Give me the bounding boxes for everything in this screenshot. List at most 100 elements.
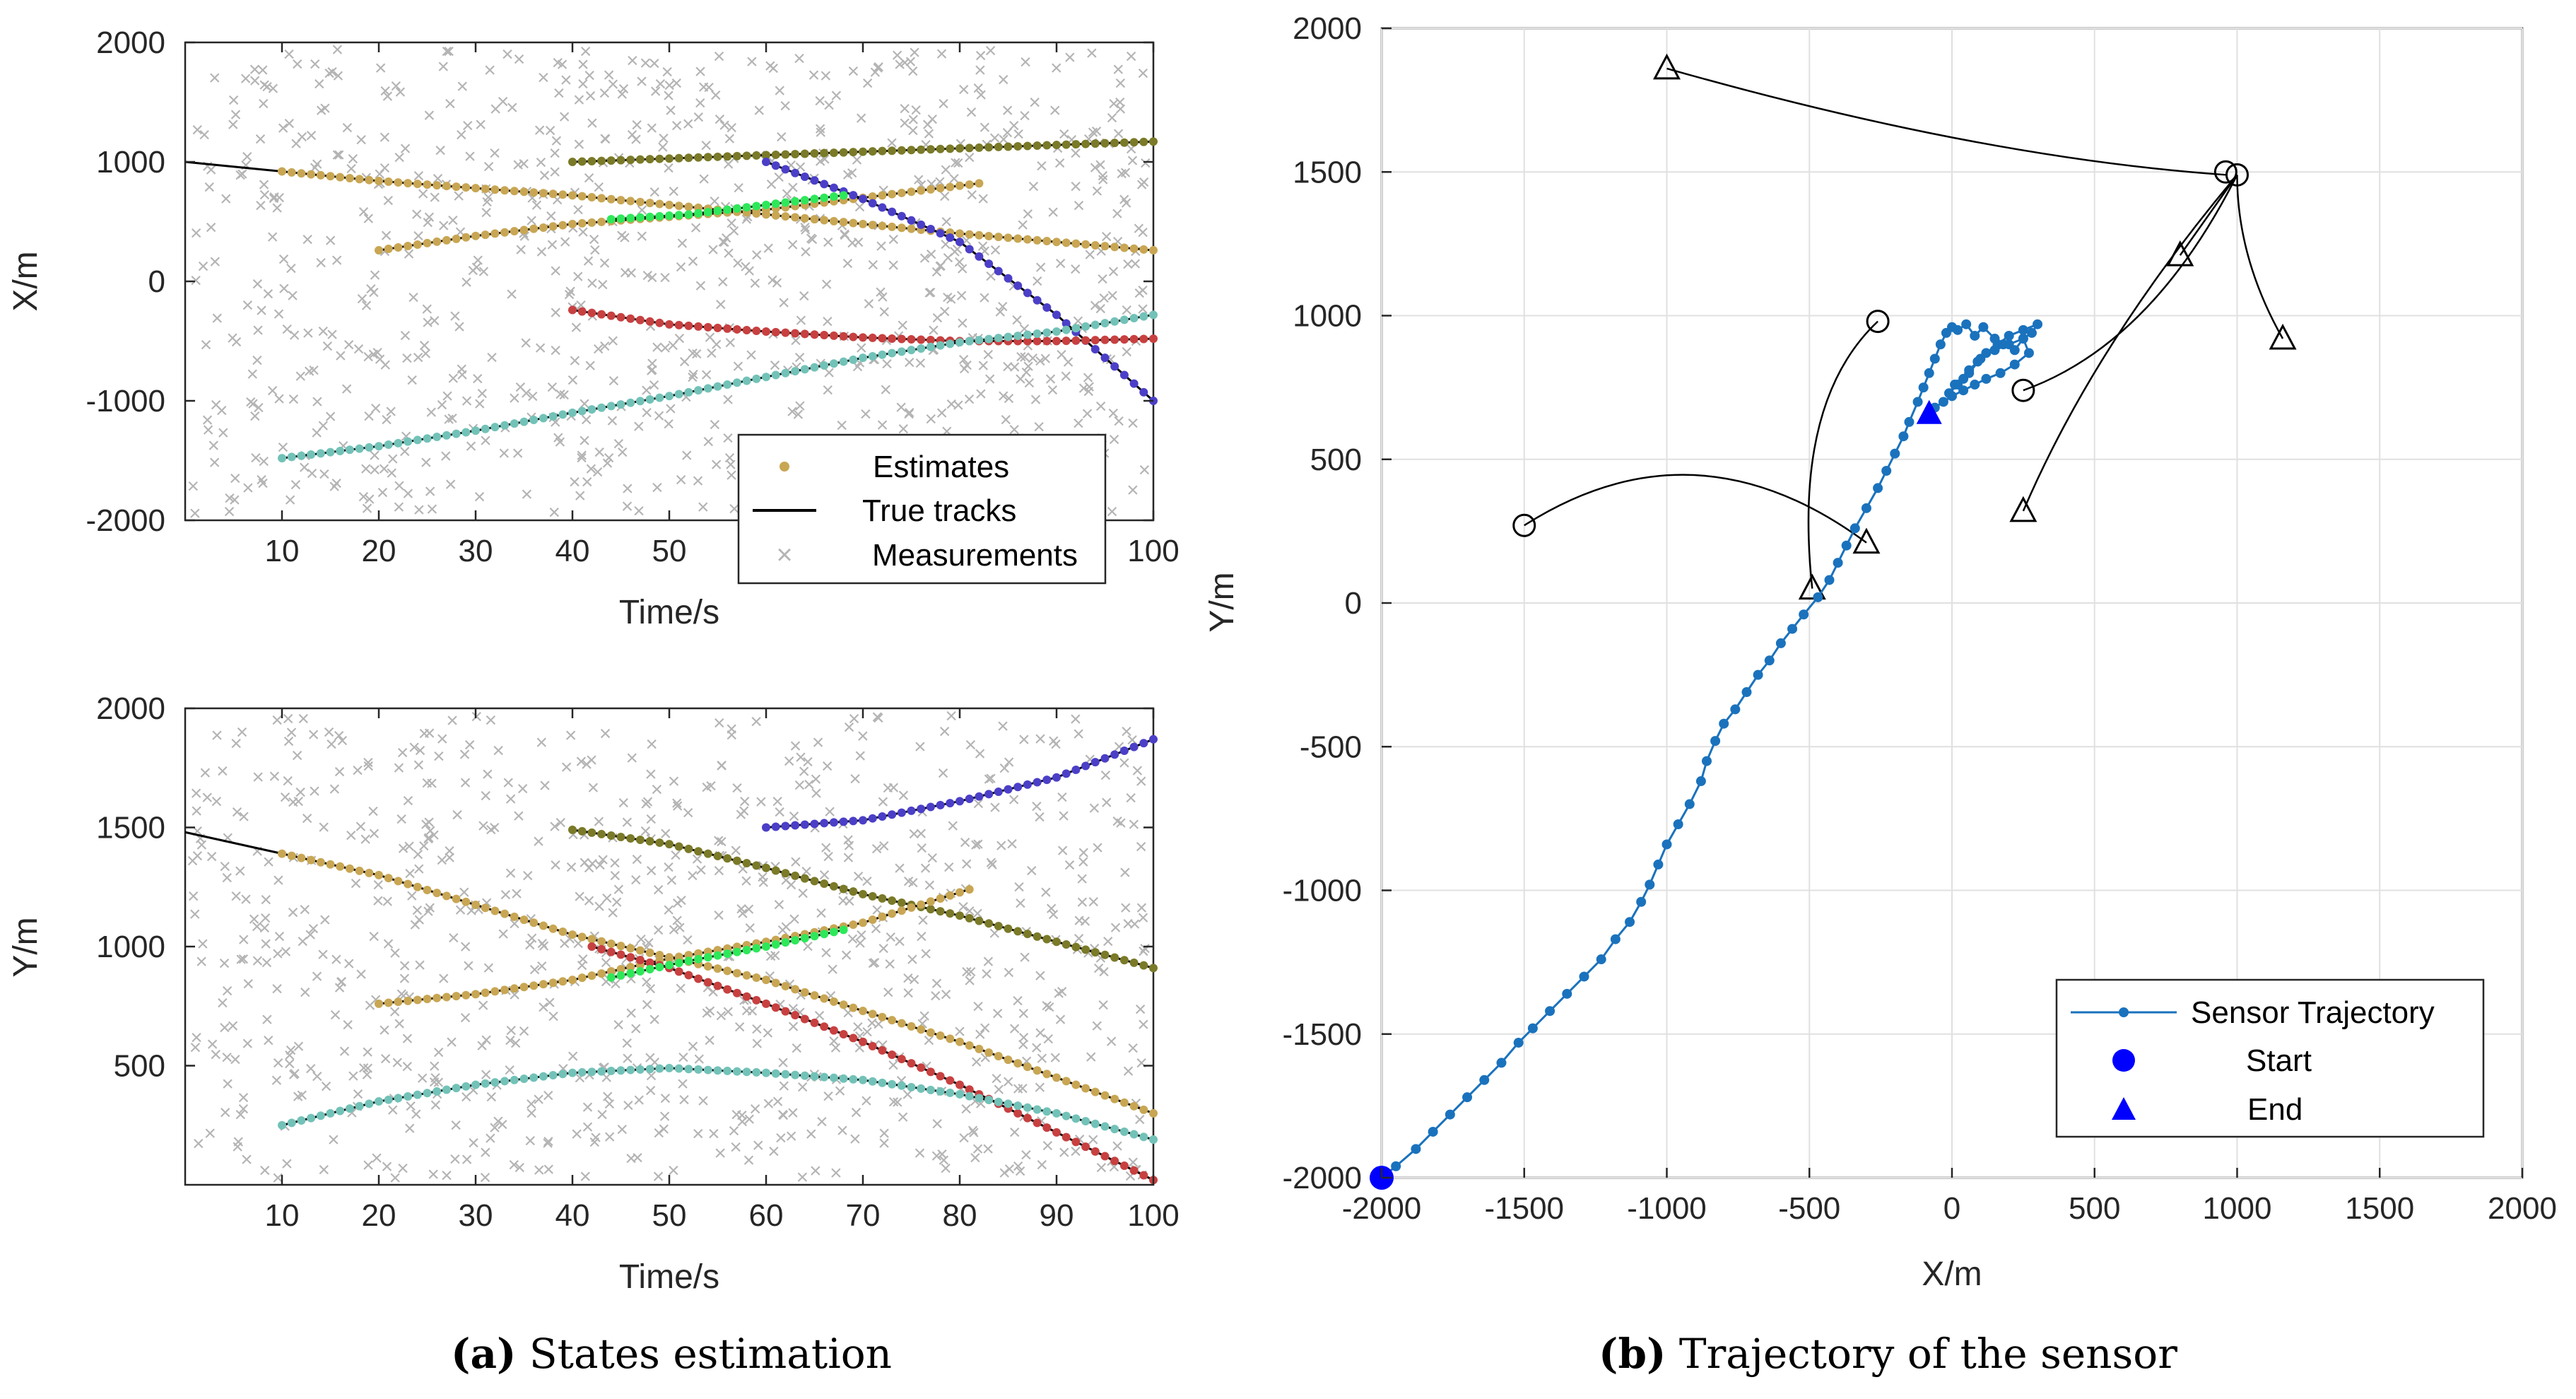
measurement-mark: ×	[430, 1094, 442, 1117]
estimate-point	[1061, 1111, 1071, 1120]
measurement-mark: ×	[860, 1089, 873, 1113]
measurement-mark: ×	[421, 311, 434, 334]
estimate-point	[1090, 758, 1100, 767]
estimate-point	[868, 1041, 877, 1050]
measurement-mark: ×	[589, 1130, 601, 1154]
measurement-mark: ×	[524, 1129, 537, 1152]
estimate-point	[723, 152, 732, 161]
measurement-mark: ×	[252, 272, 264, 295]
measurement-mark: ×	[725, 718, 738, 741]
estimate-point	[917, 186, 926, 195]
measurement-mark: ×	[1069, 258, 1082, 281]
measurement-mark: ×	[707, 1122, 720, 1145]
estimate-point	[1139, 1132, 1148, 1142]
measurement-mark: ×	[527, 385, 539, 409]
measurement-mark: ×	[1013, 875, 1025, 898]
measurement-mark: ×	[241, 145, 254, 168]
measurement-mark: ×	[259, 888, 272, 911]
estimate-point	[1033, 932, 1042, 941]
sensor-point	[1562, 988, 1572, 999]
measurement-mark: ×	[1008, 788, 1021, 812]
estimate-point	[752, 973, 761, 982]
measurement-mark: ×	[237, 1086, 250, 1109]
estimate-point	[287, 1118, 296, 1128]
y-tick-label: 0	[148, 264, 165, 299]
measurement-mark: ×	[249, 58, 261, 81]
estimate-point	[616, 312, 625, 322]
estimate-point	[1071, 239, 1081, 248]
measurement-mark: ×	[1086, 42, 1098, 65]
measurement-mark: ×	[459, 743, 471, 766]
measurement-mark: ×	[977, 354, 989, 377]
measurement-mark: ×	[1119, 161, 1132, 185]
target-end-marker	[2009, 496, 2037, 522]
measurement-mark: ×	[471, 249, 484, 272]
measurement-mark: ×	[931, 260, 943, 283]
estimate-point	[868, 814, 877, 823]
estimate-point	[1013, 1108, 1023, 1118]
measurement-mark: ×	[361, 1041, 374, 1064]
measurement-mark: ×	[296, 125, 309, 148]
estimate-point	[1149, 310, 1158, 320]
sensor-point	[1445, 1109, 1455, 1120]
measurement-mark: ×	[855, 924, 868, 947]
measurement-mark: ×	[367, 925, 380, 948]
estimate-point	[868, 351, 877, 361]
measurement-mark: ×	[751, 1032, 764, 1055]
estimate-point	[703, 978, 712, 987]
sensor-point	[1579, 971, 1589, 982]
estimate-point	[1061, 238, 1071, 247]
measurement-mark: ×	[773, 894, 786, 917]
measurement-mark: ×	[437, 55, 449, 78]
measurement-mark: ×	[216, 759, 229, 783]
estimate-point	[984, 919, 994, 928]
estimate-point	[665, 154, 674, 163]
estimate-point	[365, 868, 374, 877]
estimate-point	[888, 146, 897, 156]
measurement-mark: ×	[1122, 252, 1134, 276]
measurement-mark: ×	[497, 923, 510, 946]
measurement-mark: ×	[674, 916, 686, 940]
measurement-mark: ×	[746, 50, 758, 74]
y-tick-label: 1000	[96, 145, 165, 180]
measurement-mark: ×	[1047, 730, 1060, 753]
measurement-mark: ×	[979, 116, 992, 139]
estimate-point	[1052, 1073, 1061, 1082]
measurement-mark: ×	[771, 271, 784, 295]
measurement-mark: ×	[713, 712, 726, 735]
estimate-point	[577, 157, 587, 166]
measurement-mark: ×	[1018, 946, 1031, 969]
measurement-mark: ×	[459, 935, 472, 959]
measurement-mark: ×	[690, 343, 703, 366]
sensor-point	[1710, 736, 1721, 747]
measurement-mark: ×	[1023, 372, 1036, 395]
measurement-mark: ×	[584, 354, 596, 377]
measurement-mark: ×	[743, 1108, 756, 1131]
measurement-mark: ×	[849, 1128, 861, 1151]
measurement-mark: ×	[461, 390, 474, 413]
measurement-mark: ×	[1083, 375, 1096, 399]
estimate-point	[888, 1050, 897, 1059]
estimate-point	[529, 416, 539, 425]
measurement-mark: ×	[282, 707, 295, 730]
measurement-mark: ×	[251, 349, 264, 373]
measurement-mark: ×	[671, 115, 683, 138]
measurement-mark: ×	[599, 82, 611, 105]
measurement-mark: ×	[393, 496, 406, 519]
estimate-point	[791, 149, 800, 158]
measurement-mark: ×	[247, 392, 259, 416]
measurement-mark: ×	[364, 994, 377, 1017]
estimate-point	[1090, 1147, 1100, 1156]
measurement-mark: ×	[226, 327, 239, 350]
measurement-mark: ×	[646, 267, 659, 290]
measurement-mark: ×	[1030, 388, 1042, 411]
estimate-point	[742, 992, 751, 1001]
measurement-mark: ×	[413, 908, 425, 932]
estimate-point	[297, 1116, 306, 1125]
measurement-mark: ×	[907, 108, 920, 131]
measurement-mark: ×	[208, 451, 221, 474]
x-tick-label: 40	[555, 1198, 590, 1233]
estimate-point	[316, 1111, 325, 1120]
estimate-point	[1013, 927, 1023, 936]
measurement-mark: ×	[1097, 168, 1110, 192]
